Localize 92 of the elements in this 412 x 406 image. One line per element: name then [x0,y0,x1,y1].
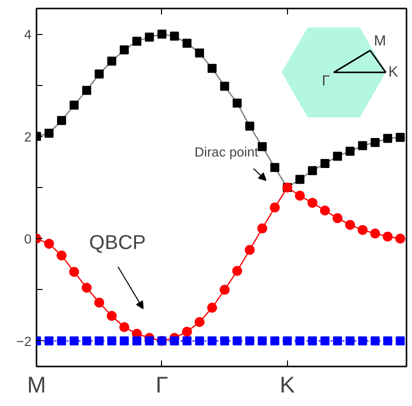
x-tick-label: M [27,372,46,398]
point [346,146,355,156]
point [144,336,154,346]
point [282,336,292,346]
point [258,336,267,346]
point [195,336,204,346]
point [120,45,129,54]
point [382,232,393,242]
point [232,336,242,346]
point [182,336,192,346]
point [120,336,129,346]
point [295,336,304,346]
point [220,336,230,346]
point [370,336,380,346]
point [44,128,54,138]
point [208,64,217,73]
point [320,158,330,168]
point [94,298,104,308]
x-tick-label: Γ [156,372,168,398]
point [132,36,142,46]
point [332,213,343,224]
point [220,82,230,91]
point [245,336,254,346]
point [119,322,130,332]
point [370,228,380,239]
point [257,223,268,234]
point [70,336,79,346]
point [94,69,104,78]
point [94,336,104,346]
annotation: M [374,33,386,50]
point [170,32,179,41]
point [82,336,92,346]
point [358,141,368,150]
point [396,132,405,142]
point [383,134,392,143]
point [207,302,218,313]
point [346,336,355,346]
point [57,336,66,346]
point [44,336,54,346]
point [345,220,356,230]
point [220,284,230,295]
point [395,234,406,244]
point [44,238,54,249]
point [194,317,205,327]
annotation: K [388,64,398,80]
annotation: QBCP [89,232,146,254]
point [270,336,280,346]
point [56,250,67,261]
point [307,198,318,208]
point [107,56,116,66]
point [82,86,92,95]
y-tick-label: 0 [24,232,32,247]
point [295,174,304,184]
point [69,266,80,277]
point [396,336,405,346]
point [182,38,192,48]
point [244,244,255,255]
point [70,100,79,110]
point [258,142,267,152]
point [320,206,330,216]
point [358,336,368,346]
y-tick-label: 2 [24,129,32,144]
point [333,336,342,346]
point [308,166,317,176]
point [270,163,280,172]
point [182,326,192,337]
point [383,336,392,346]
point [157,30,166,39]
point [106,310,117,321]
point [107,336,116,346]
point [320,336,330,346]
point [195,48,204,58]
point [144,32,154,42]
point [170,336,179,346]
point [232,98,242,108]
point [270,202,280,212]
point [232,266,242,276]
point [82,282,92,293]
point [245,122,254,131]
point [294,190,305,201]
point [308,336,317,346]
y-tick-label: 4 [24,27,32,42]
annotation: Γ [322,73,330,90]
point [358,224,368,235]
point [57,116,66,126]
point [208,336,217,346]
annotation: Dirac point [194,144,259,160]
point [370,138,380,147]
x-tick-label: K [280,372,295,398]
point [132,336,142,346]
y-tick-label: −2 [16,334,32,349]
point [333,152,342,161]
